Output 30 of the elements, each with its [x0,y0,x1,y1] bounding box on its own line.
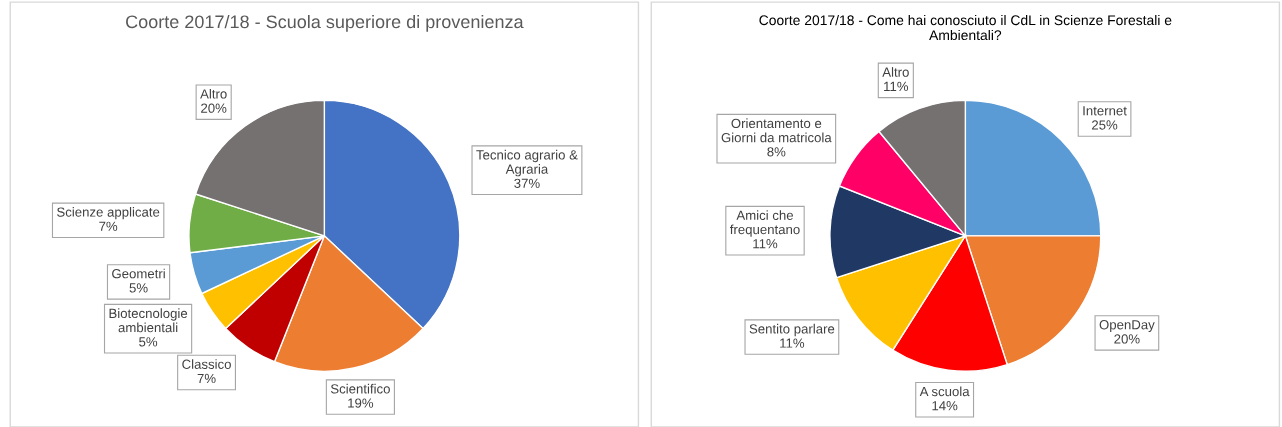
data-label: 37% [514,178,540,188]
slice-label: Altro [882,67,909,77]
data-label: 7% [197,373,216,384]
data-label: 20% [201,103,227,113]
slice-label: Tecnico agrario & Agraria [476,149,578,177]
data-label: 8% [767,147,786,157]
data-label: 7% [99,221,118,231]
data-label: 5% [139,337,158,347]
slice-label: Biotecnologie ambientali [109,308,188,333]
slice-label: Scientifico [330,383,390,394]
slice-label: OpenDay [1099,320,1155,332]
data-label: 11% [780,338,805,348]
data-label: 19% [348,398,374,408]
slice-label: Classico [182,359,231,369]
chart-title: Coorte 2017/18 - Come hai conosciuto il CdL in Scienze Forestali e Ambientali? [759,14,1172,41]
slice-label: Orientamento e Giorni da matricola [721,118,832,143]
data-label: 11% [884,81,909,91]
slice-label: Scienze applicate [57,207,160,220]
chart-title: Coorte 2017/18 - Scuola superiore di provenienza [126,14,524,32]
data-label: 11% [753,239,778,249]
slice-label: Altro [200,88,227,99]
data-label: 20% [1114,334,1140,344]
slice-label: Internet [1083,106,1127,116]
slice-label: Sentito parlare [749,323,835,337]
data-label: 5% [129,283,148,293]
slice-label: Geometri [112,268,165,279]
slice-label: Amici che frequentano [729,210,800,237]
data-label: 14% [932,401,958,411]
slice-label: A scuola [919,386,970,397]
data-label: 25% [1092,120,1118,130]
